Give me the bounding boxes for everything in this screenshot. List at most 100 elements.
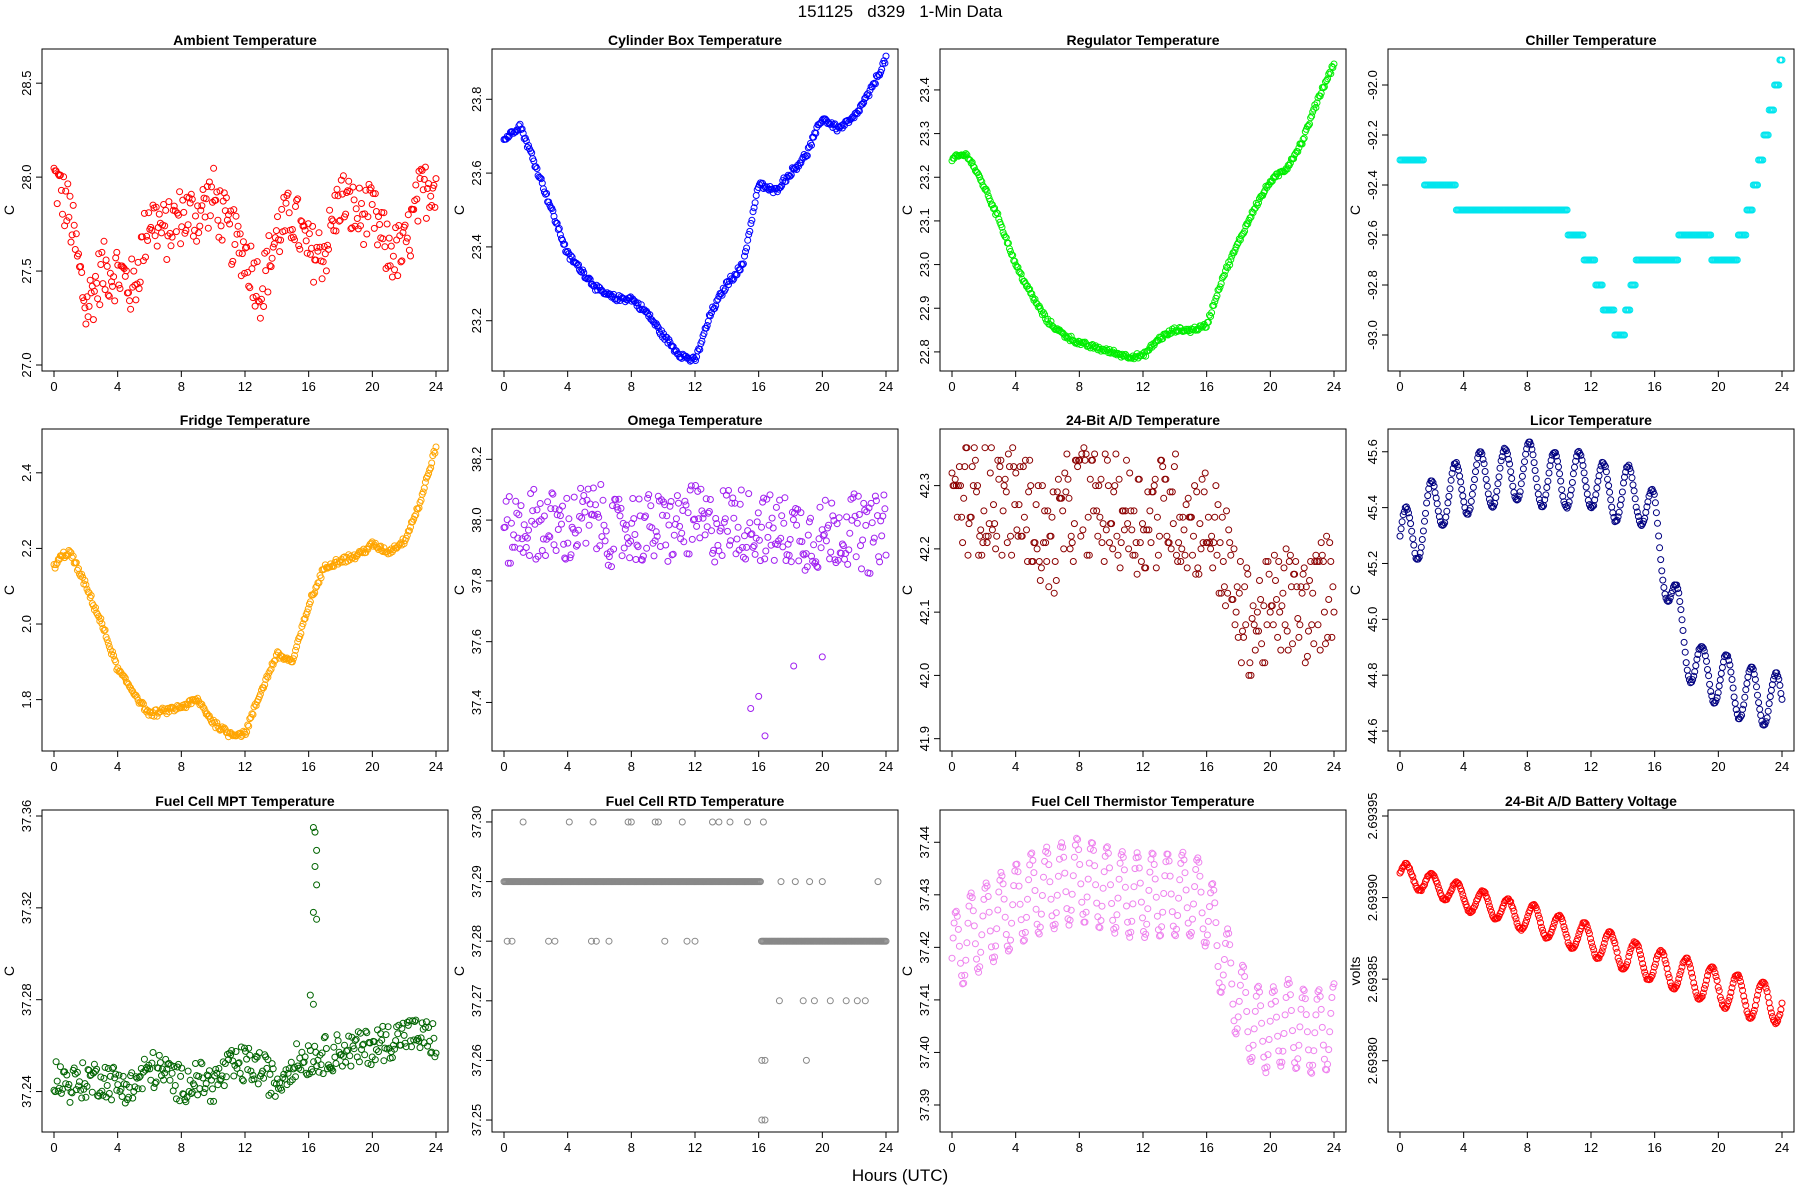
data-point: [238, 250, 246, 258]
data-point: [234, 1060, 242, 1067]
data-point: [720, 518, 728, 526]
data-point: [955, 463, 963, 471]
outlier-point: [758, 1056, 766, 1064]
data-point: [741, 532, 748, 540]
data-point: [1095, 923, 1103, 931]
data-point: [1198, 909, 1206, 917]
data-point: [1159, 908, 1167, 916]
data-point: [509, 543, 516, 551]
data-point: [73, 1068, 81, 1076]
data-point: [164, 1060, 172, 1068]
data-point: [1602, 468, 1610, 476]
data-point: [1596, 466, 1604, 474]
data-point: [1187, 929, 1195, 936]
data-point: [1662, 960, 1670, 968]
data-point: [1213, 942, 1221, 950]
data-point: [297, 630, 305, 637]
data-point: [540, 512, 548, 520]
data-point: [535, 517, 543, 525]
data-point: [178, 1064, 186, 1072]
data-point: [282, 655, 290, 663]
data-point: [1226, 261, 1234, 269]
data-point: [713, 520, 721, 528]
x-tick-label: 0: [500, 379, 507, 394]
data-point: [1038, 892, 1046, 899]
x-tick-label: 0: [50, 1140, 57, 1155]
data-point: [546, 533, 554, 541]
data-point: [1715, 682, 1723, 690]
data-point: [615, 495, 623, 503]
y-tick-label: 38.2: [469, 447, 484, 472]
data-point: [298, 218, 306, 226]
data-point: [1283, 627, 1291, 635]
data-point: [1094, 532, 1102, 540]
data-point: [1584, 927, 1592, 934]
data-point: [1015, 882, 1023, 890]
data-point: [1106, 864, 1113, 872]
data-point: [216, 187, 224, 195]
data-point: [1524, 913, 1532, 921]
data-point: [1713, 694, 1721, 702]
data-point: [1303, 652, 1311, 660]
panel-title: 24-Bit A/D Temperature: [1066, 412, 1220, 428]
data-point: [1211, 899, 1219, 907]
outlier-point: [309, 1000, 317, 1008]
data-point: [1074, 836, 1082, 843]
data-point: [1002, 488, 1010, 496]
data-point: [1127, 928, 1135, 936]
data-point: [371, 190, 379, 198]
data-point: [1069, 872, 1077, 880]
data-point: [1658, 567, 1666, 575]
data-point: [706, 312, 714, 320]
data-point: [1588, 504, 1595, 512]
data-point: [1620, 479, 1627, 487]
data-point: [1591, 256, 1599, 264]
data-point: [1103, 456, 1111, 464]
data-point: [1433, 500, 1441, 508]
data-point: [1537, 919, 1544, 927]
data-point: [970, 444, 978, 452]
y-tick-label: 23.4: [917, 77, 932, 102]
data-point: [166, 1076, 174, 1084]
data-point: [402, 238, 410, 246]
data-point: [597, 481, 605, 488]
data-point: [161, 222, 169, 230]
data-point: [731, 499, 739, 507]
data-point: [1046, 878, 1054, 886]
data-point: [1760, 721, 1768, 729]
data-point: [1067, 532, 1075, 540]
data-point: [1770, 106, 1777, 114]
data-point: [699, 514, 707, 522]
data-point: [1150, 861, 1158, 868]
data-point: [803, 563, 811, 571]
data-point: [180, 208, 188, 216]
data-point: [1328, 633, 1336, 641]
data-point: [962, 956, 970, 964]
data-point: [1048, 912, 1056, 920]
data-point: [1000, 482, 1008, 490]
data-point: [1329, 64, 1337, 71]
data-point: [86, 276, 94, 284]
data-point: [501, 523, 509, 531]
x-tick-label: 8: [628, 1140, 635, 1155]
y-tick-label: 42.2: [917, 536, 932, 561]
data-point: [1201, 469, 1209, 477]
data-point: [410, 1036, 418, 1044]
data-point: [363, 230, 371, 238]
y-tick-label: 22.8: [917, 339, 932, 364]
data-point: [751, 550, 759, 558]
data-point: [1024, 895, 1031, 903]
data-point: [1041, 857, 1049, 865]
data-point: [1176, 876, 1184, 884]
y-tick-label: 2.2: [19, 539, 34, 557]
data-point: [1124, 918, 1132, 926]
data-point: [1257, 1002, 1265, 1010]
data-point: [364, 213, 372, 221]
data-point: [1204, 917, 1212, 925]
data-point: [78, 1094, 86, 1102]
data-point: [751, 199, 759, 207]
x-tick-label: 16: [1199, 379, 1213, 394]
data-point: [187, 190, 195, 198]
data-point: [313, 1062, 321, 1070]
